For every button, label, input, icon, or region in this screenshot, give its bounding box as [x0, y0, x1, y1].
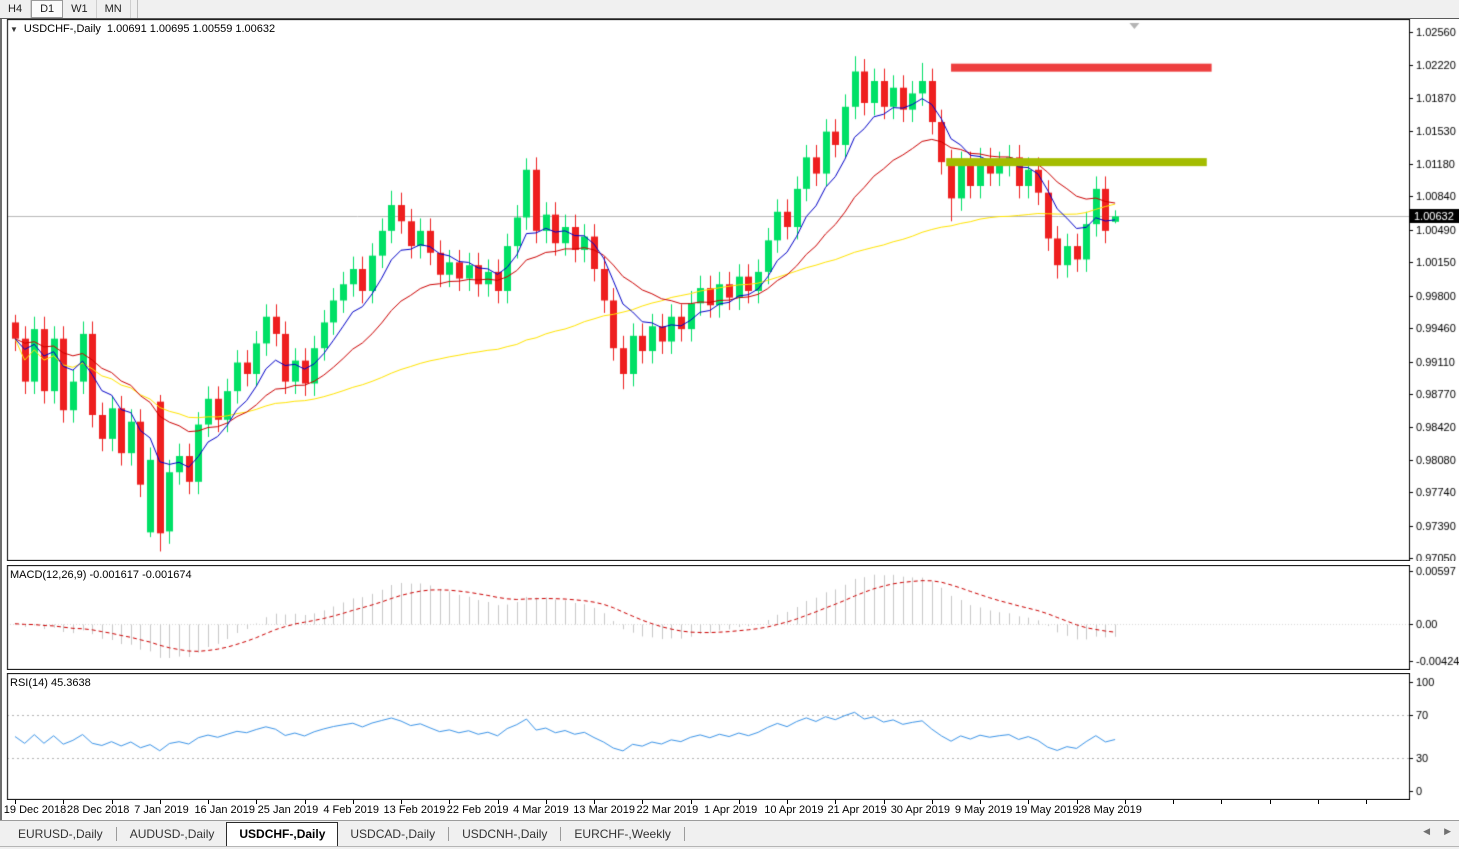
- tab-scroll-arrows: ◀ ▶: [1423, 826, 1451, 837]
- date-tick-label: 1 Apr 2019: [704, 804, 758, 816]
- timeframe-button-d1[interactable]: D1: [31, 0, 64, 18]
- date-axis-tick: [159, 800, 161, 804]
- date-axis-tick: [1269, 800, 1271, 804]
- date-axis-tick: [690, 800, 692, 804]
- tab-separator: [560, 827, 562, 841]
- date-tick-label: 22 Mar 2019: [636, 804, 699, 816]
- date-axis-tick: [449, 800, 451, 804]
- timeframe-button-mn[interactable]: MN: [97, 0, 131, 18]
- tab-scroll-right-icon[interactable]: ▶: [1444, 826, 1451, 836]
- date-axis-tick: [1124, 800, 1126, 804]
- chart-tab-bar: EURUSD-,Daily AUDUSD-,Daily USDCHF-,Daily U…: [0, 820, 1459, 846]
- rsi-indicator-canvas[interactable]: [2, 673, 1459, 800]
- date-axis-tick: [931, 800, 933, 804]
- date-tick-label: 30 Apr 2019: [890, 804, 951, 816]
- date-axis-tick: [883, 800, 885, 804]
- timeframe-toolbar: H4 D1 W1 MN: [0, 0, 1459, 19]
- panel-splitter[interactable]: [2, 561, 1459, 565]
- date-axis-tick: [208, 800, 209, 804]
- date-tick-label: 13 Mar 2019: [573, 804, 636, 816]
- tab-separator: [448, 827, 450, 841]
- date-axis-tick: [352, 800, 354, 804]
- date-axis-tick: [497, 800, 499, 804]
- main-price-chart-canvas[interactable]: [2, 19, 1459, 561]
- date-tick-label: 25 Jan 2019: [257, 804, 319, 816]
- date-tick-label: 10 Apr 2019: [764, 804, 824, 816]
- chart-stack: ▼ USDCHF-,Daily 1.00691 1.00695 1.00559 …: [0, 19, 1459, 820]
- tab-scroll-left-icon[interactable]: ◀: [1423, 826, 1431, 836]
- date-axis-tick: [111, 800, 113, 804]
- date-axis-tick: [1221, 800, 1223, 804]
- date-tick-label: 19 May 2019: [1015, 804, 1079, 816]
- macd-indicator-canvas[interactable]: [2, 565, 1459, 670]
- date-axis-tick: [980, 800, 981, 804]
- date-axis-tick: [642, 800, 644, 804]
- date-axis-tick: [1076, 800, 1078, 804]
- date-axis-tick: [738, 800, 740, 804]
- date-axis-tick: [63, 800, 65, 804]
- date-axis-tick: [594, 800, 595, 804]
- date-tick-label: 16 Jan 2019: [194, 804, 255, 816]
- chart-tab-usdcnhdaily[interactable]: USDCNH-,Daily: [462, 827, 548, 841]
- chart-tab-eurchfweekly[interactable]: EURCHF-,Weekly: [574, 827, 671, 841]
- chart-tab-eurusddaily[interactable]: EURUSD-,Daily: [18, 827, 103, 841]
- date-axis-tick: [304, 800, 306, 804]
- tab-separator: [115, 827, 117, 841]
- chart-tabs: EURUSD-,Daily AUDUSD-,Daily USDCHF-,Daily U…: [0, 821, 686, 846]
- date-tick-label: 13 Feb 2019: [383, 804, 446, 816]
- chart-tab-audusddaily[interactable]: AUDUSD-,Daily: [129, 827, 215, 841]
- panel-splitter[interactable]: [2, 670, 1459, 673]
- chart-tab-usdchfdaily[interactable]: USDCHF-,Daily: [226, 822, 339, 846]
- date-axis[interactable]: 19 Dec 2018 28 Dec 2018 7 Jan 2019 16 Jan 2…: [2, 800, 1459, 820]
- date-tick-label: 9 May 2019: [954, 804, 1013, 816]
- date-tick-label: 28 Dec 2018: [67, 804, 130, 816]
- date-tick-label: 7 Jan 2019: [134, 804, 189, 816]
- tab-separator: [683, 827, 685, 841]
- date-axis-tick: [1173, 800, 1174, 804]
- date-tick-label: 4 Feb 2019: [323, 804, 380, 816]
- date-axis-tick: [1028, 800, 1030, 804]
- date-axis-tick: [401, 800, 402, 804]
- status-strip: [0, 846, 1459, 849]
- date-axis-tick: [787, 800, 788, 804]
- date-tick-label: 22 Feb 2019: [446, 804, 509, 816]
- date-axis-tick: [545, 800, 547, 804]
- date-tick-label: 19 Dec 2018: [3, 804, 67, 816]
- date-axis-tick: [15, 800, 16, 804]
- date-tick-label: 4 Mar 2019: [513, 804, 569, 816]
- timeframe-button-w1[interactable]: W1: [63, 0, 97, 18]
- timeframe-button-h4[interactable]: H4: [0, 0, 32, 18]
- date-axis-tick: [1317, 800, 1319, 804]
- date-tick-label: 21 Apr 2019: [827, 804, 887, 816]
- toolbar-separator: [135, 0, 138, 18]
- date-tick-label: 28 May 2019: [1078, 804, 1142, 816]
- date-axis-tick: [1366, 800, 1367, 804]
- chart-tab-usdcaddaily[interactable]: USDCAD-,Daily: [350, 827, 436, 841]
- date-axis-tick: [835, 800, 837, 804]
- date-axis-tick: [256, 800, 258, 804]
